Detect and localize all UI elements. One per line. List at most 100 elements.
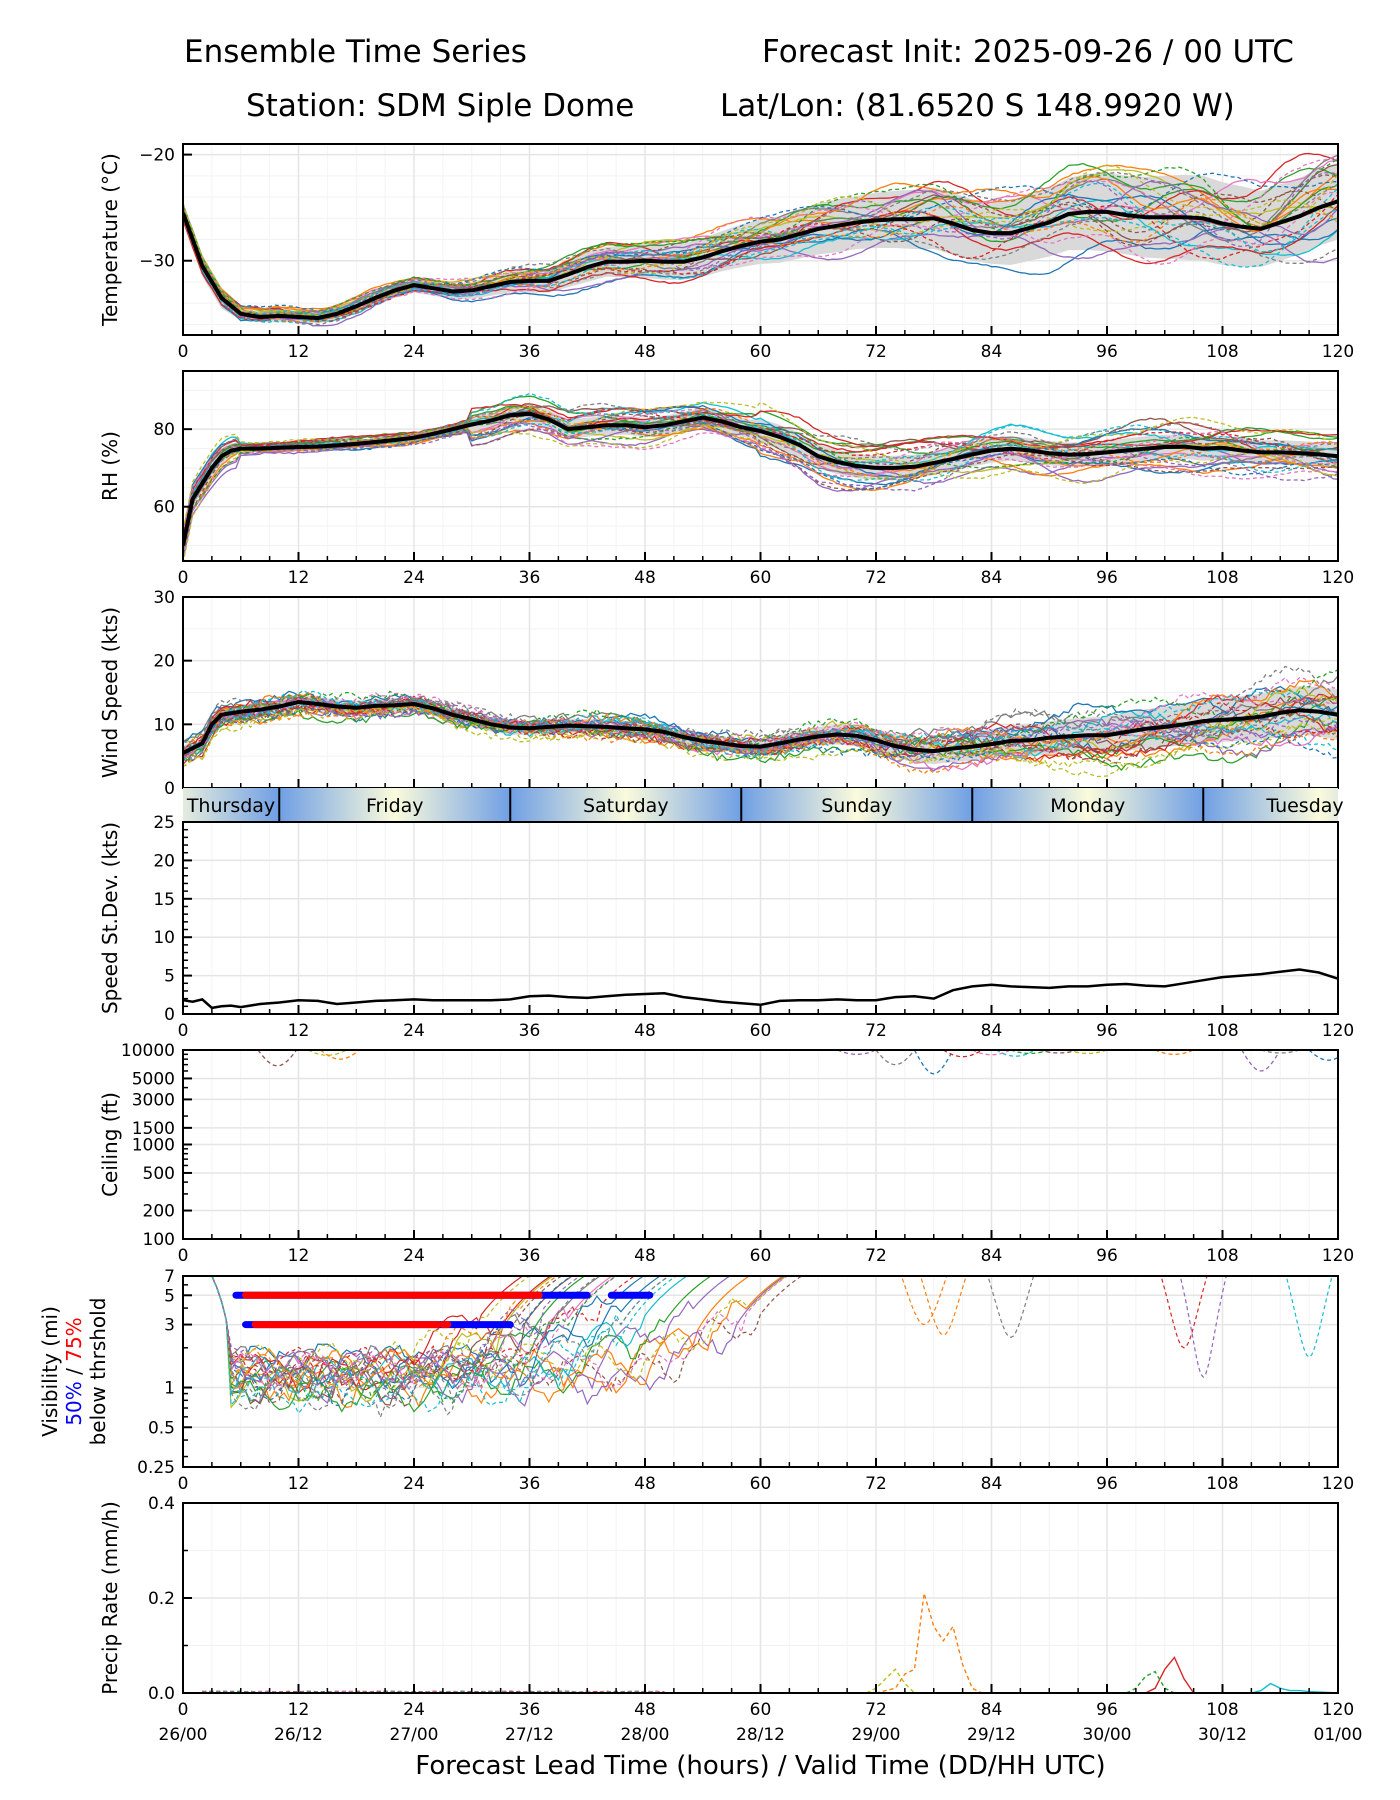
member-line (211, 1276, 581, 1385)
member-line (183, 689, 1338, 754)
y-tick-label: 0.4 (148, 1494, 175, 1514)
day-label: Saturday (583, 795, 669, 817)
x-tick-label: 48 (634, 1246, 656, 1266)
member-line (913, 1050, 952, 1075)
member-cyan (1251, 1682, 1339, 1694)
x-tick-valid-label: 01/00 (1314, 1725, 1363, 1745)
y-tick-label: 25 (153, 813, 175, 833)
y-axis-label: Ceiling (ft) (98, 1092, 122, 1197)
member-line (211, 1276, 788, 1384)
member-line (211, 1276, 662, 1390)
x-tick-label: 24 (403, 1021, 425, 1041)
station-label: Station: SDM Siple Dome (246, 88, 635, 124)
x-tick-label: 72 (865, 1021, 887, 1041)
x-tick-label: 120 (1322, 1021, 1354, 1041)
member-line (183, 401, 1338, 531)
member-line (1308, 1050, 1338, 1061)
y-tick-label: 60 (153, 498, 175, 518)
member-line (183, 695, 1338, 757)
x-tick-label: 72 (865, 1474, 887, 1494)
member-line (1010, 1050, 1048, 1055)
x-tick-label: 24 (403, 1474, 425, 1494)
x-tick-label: 120 (1322, 568, 1354, 588)
member-line (183, 194, 1338, 318)
x-tick-label: 12 (288, 1474, 310, 1494)
title-left: Ensemble Time Series (184, 34, 527, 70)
axes-visibility: 0 12 24 36 48 60 72 84 96 108 120 0.25 0.5 1 3 57 (137, 1267, 1354, 1494)
axes-speed_stdev: 0 12 24 36 48 60 72 84 96 108 120 0 5 10 15 20 25 Speed S… (98, 813, 1354, 1041)
x-tick-label: 60 (750, 1700, 772, 1720)
panel-ceiling (182, 1049, 1339, 1240)
y-tick-label: 5000 (132, 1069, 175, 1089)
y-tick-label: 30 (153, 588, 175, 608)
ensemble-mean-line (183, 199, 1338, 321)
x-tick-label: 108 (1206, 1246, 1238, 1266)
x-tick-label: 60 (750, 1246, 772, 1266)
member-line (183, 180, 1338, 321)
x-tick-label: 120 (1322, 342, 1354, 362)
member-line (211, 1276, 563, 1407)
latlon-label: Lat/Lon: (81.6520 S 148.9920 W) (720, 88, 1235, 124)
x-tick-label: 24 (403, 568, 425, 588)
member-line (183, 691, 1338, 761)
axes-temperature: 0 12 24 36 48 60 72 84 96 108 120 −20 −30 Temperature… (98, 143, 1354, 362)
member-red (1145, 1656, 1195, 1694)
y-tick-label: −20 (139, 146, 175, 166)
x-tick-label: 24 (403, 1700, 425, 1720)
y-tick-label: 20 (153, 851, 175, 871)
pct-75-label: 75% (62, 1317, 86, 1361)
member-olive-dashed (866, 1668, 915, 1694)
x-tick-label: 36 (519, 1474, 541, 1494)
x-tick-label: 108 (1206, 1021, 1238, 1041)
title-right: Forecast Init: 2025-09-26 / 00 UTC (762, 34, 1294, 70)
member-line (183, 402, 1338, 545)
member-line (183, 408, 1338, 534)
x-tick-label: 108 (1206, 1474, 1238, 1494)
day-segment (510, 788, 742, 822)
member-line (1260, 1050, 1298, 1054)
member-line (943, 1050, 981, 1058)
x-tick-label: 84 (981, 342, 1003, 362)
x-tick-label: 72 (865, 568, 887, 588)
member-line (320, 1050, 360, 1060)
member-line (183, 418, 1338, 542)
x-tick-valid-label: 26/00 (159, 1725, 208, 1745)
x-tick-label: 48 (634, 342, 656, 362)
y-tick-label: 5 (164, 1286, 175, 1306)
y-tick-label: 1 (164, 1379, 175, 1399)
x-tick-label: 96 (1096, 1700, 1118, 1720)
member-line (211, 1276, 671, 1401)
x-tick-label: 84 (981, 1474, 1003, 1494)
panel-precip (182, 1502, 1339, 1694)
day-segment (1203, 788, 1338, 822)
member-line (183, 669, 1338, 753)
x-tick-label: 12 (288, 1700, 310, 1720)
y-axis-label: RH (%) (98, 431, 122, 501)
member-line (211, 1276, 784, 1390)
day-segment (279, 788, 511, 822)
x-tick-label: 0 (178, 1246, 189, 1266)
pct-50-label: 50% (62, 1381, 86, 1425)
y-tick-label: 10 (153, 928, 175, 948)
y-tick-label: 500 (143, 1164, 175, 1184)
member-line (183, 190, 1338, 322)
x-tick-label: 108 (1206, 342, 1238, 362)
day-label: Monday (1050, 795, 1125, 817)
day-segment (972, 788, 1204, 822)
member-line (183, 695, 1338, 760)
member-line (1160, 1276, 1208, 1349)
axes-wind_speed: 0 10 20 30 Wind Speed (kts) (98, 588, 1339, 799)
x-tick-label: 84 (981, 1700, 1003, 1720)
member-line (183, 172, 1338, 313)
y-tick-label: 15 (153, 890, 175, 910)
member-line (183, 157, 1338, 315)
y-tick-label: 3 (164, 1316, 175, 1336)
y-tick-label: 20 (153, 652, 175, 672)
y-tick-label: 1000 (132, 1136, 175, 1156)
member-line (837, 1050, 875, 1055)
x-tick-valid-label: 27/00 (390, 1725, 439, 1745)
member-line (183, 425, 1338, 561)
stdev-line (182, 968, 1339, 1010)
day-label: Friday (366, 795, 424, 817)
